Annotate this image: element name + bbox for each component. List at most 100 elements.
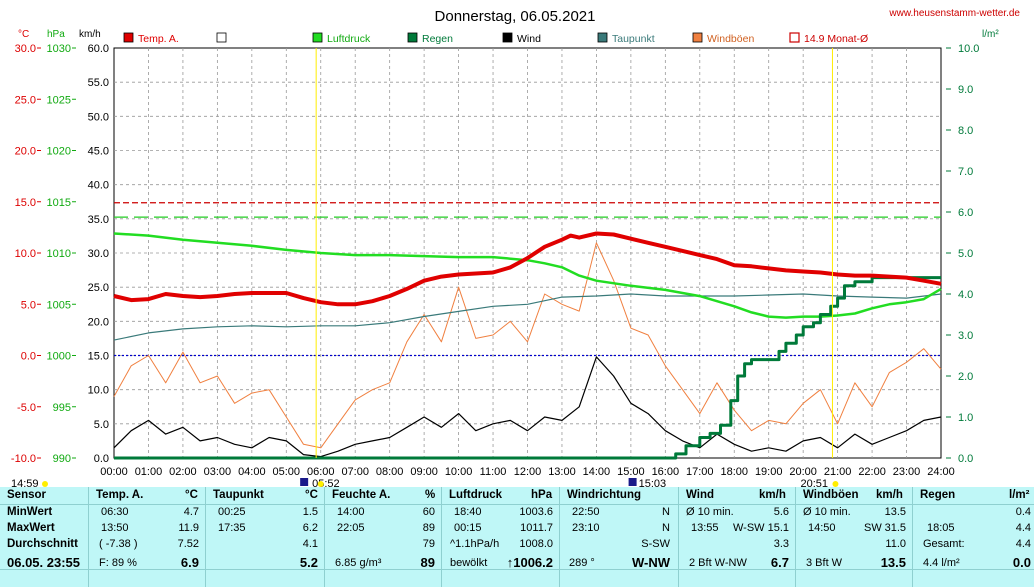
- rain-current: 0.0: [1012, 555, 1031, 570]
- dew-max-time: 17:35: [218, 522, 246, 534]
- col-unit-gust: km/h: [876, 489, 903, 501]
- rain-min: 0.4: [1015, 506, 1031, 518]
- tick-label-pressure: 1020: [47, 146, 71, 158]
- tick-label-temp: 5.0: [21, 299, 36, 311]
- col-unit-dew: °C: [305, 489, 318, 501]
- col-unit-rain: l/m²: [1009, 489, 1030, 501]
- tick-label-temp: 0.0: [21, 351, 36, 363]
- wind-max-time: 13:55: [691, 522, 719, 534]
- series-gusts: [113, 242, 942, 449]
- pressure-column: Luftdruck hPa 18:40 1003.6 00:15 1011.7 …: [441, 487, 560, 587]
- gust-min: 13.5: [884, 506, 906, 518]
- x-tick-label: 22:00: [858, 466, 886, 478]
- tick-label-wind: 40.0: [88, 180, 109, 192]
- x-tick-label: 20:00: [789, 466, 817, 478]
- legend-label: 14.9 Monat-Ø: [804, 33, 868, 45]
- direction-column: Windrichtung 22:50 N 23:10 N S-SW 289 ° …: [559, 487, 679, 587]
- legend-swatch: [123, 32, 134, 43]
- temp-column: Temp. A. °C 06:30 4.7 13:50 11.9 ( -7.38…: [88, 487, 206, 587]
- x-tick-label: 05:00: [273, 466, 301, 478]
- dir-avg: S-SW: [641, 538, 670, 550]
- x-tick-label: 04:00: [238, 466, 266, 478]
- tick-label-rain: 6.0: [958, 207, 973, 219]
- col-title-sensor: Sensor: [7, 489, 46, 501]
- col-unit-temp: °C: [185, 489, 198, 501]
- tick-label-wind: 45.0: [88, 146, 109, 158]
- series-rain: [114, 276, 941, 460]
- col-unit-wind: km/h: [759, 489, 786, 501]
- col-title-rain: Regen: [920, 489, 956, 501]
- sunset-icon: [832, 481, 839, 487]
- gust-current: 13.5: [880, 555, 906, 570]
- chart-series: [113, 231, 942, 460]
- series-dewpoint: [113, 293, 942, 341]
- press-max: 1011.7: [520, 522, 553, 534]
- dew-max: 6.2: [302, 522, 318, 534]
- wind-max-dir: W-SW: [733, 522, 765, 534]
- tick-label-pressure: 1030: [47, 43, 71, 55]
- dir-current: W-NW: [632, 555, 670, 570]
- tick-label-pressure: 1000: [47, 351, 71, 363]
- rain-max: 4.4: [1015, 522, 1031, 534]
- col-title-pressure: Luftdruck: [449, 489, 503, 501]
- temp-min-time: 06:30: [101, 506, 129, 518]
- x-tick-label: 07:00: [341, 466, 369, 478]
- x-tick-label: 10:00: [445, 466, 473, 478]
- summary-panel: Sensor MinWert MaxWert Durchschnitt 06.0…: [0, 487, 1034, 587]
- hum-current: 89: [420, 555, 435, 570]
- wind-column: Wind km/h Ø 10 min. 5.6 13:55 W-SW 15.1 …: [678, 487, 796, 587]
- legend-swatch: [597, 32, 608, 43]
- tick-label-wind: 10.0: [88, 385, 109, 397]
- rain-column: Regen l/m² 0.4 18:05 4.4 Gesamt: 4.4 4.4…: [912, 487, 1034, 587]
- legend-label: Regen: [422, 33, 453, 45]
- legend-label: Windböen: [707, 33, 754, 45]
- tick-label-wind: 0.0: [94, 453, 109, 465]
- x-tick-label: 12:00: [514, 466, 542, 478]
- x-tick-label: 24:00: [927, 466, 955, 478]
- hum-min: 60: [422, 506, 435, 518]
- moon-time: 15:03: [639, 478, 667, 487]
- x-tick-label: 08:00: [376, 466, 404, 478]
- press-foot-note: bewölkt: [450, 557, 488, 569]
- x-tick-label: 06:00: [307, 466, 335, 478]
- x-tick-label: 18:00: [720, 466, 748, 478]
- sunrise-time: 05:52: [312, 478, 340, 487]
- time-markers: 14:59 05:52 15:03 20:51: [11, 48, 839, 487]
- tick-label-rain: 2.0: [958, 371, 973, 383]
- tick-label-rain: 10.0: [958, 43, 979, 55]
- tick-label-wind: 35.0: [88, 214, 109, 226]
- legend-swatch: [692, 32, 703, 43]
- x-tick-label: 02:00: [169, 466, 197, 478]
- press-min: 1003.6: [519, 506, 553, 518]
- unit-kmh: km/h: [79, 29, 101, 40]
- gust-max-dir: SW: [864, 522, 882, 534]
- x-tick-label: 01:00: [135, 466, 163, 478]
- col-title-dew: Taupunkt: [213, 489, 264, 501]
- dir-foot-note: 289 °: [569, 557, 595, 569]
- unit-temp: °C: [18, 29, 29, 40]
- press-current: ↑1006.2: [506, 555, 553, 570]
- x-tick-label: 13:00: [548, 466, 576, 478]
- gust-column: Windböen km/h Ø 10 min. 13.5 14:50 SW 31…: [795, 487, 913, 587]
- sensor-column: Sensor MinWert MaxWert Durchschnitt 06.0…: [0, 487, 88, 587]
- website-link[interactable]: www.heusenstamm-wetter.de: [888, 8, 1020, 19]
- x-tick-label: 23:00: [893, 466, 921, 478]
- x-tick-label: 11:00: [480, 466, 507, 478]
- tick-label-rain: 1.0: [958, 412, 973, 424]
- tick-label-rain: 5.0: [958, 248, 973, 260]
- rain-foot-note: 4.4 l/m²: [923, 557, 960, 569]
- x-tick-label: 03:00: [204, 466, 232, 478]
- legend-swatch: [502, 32, 513, 43]
- tick-label-temp: 20.0: [15, 146, 36, 158]
- rain-total-label: Gesamt:: [923, 538, 965, 550]
- temp-max-time: 13:50: [101, 522, 129, 534]
- sunset-time: 20:51: [800, 478, 828, 487]
- footer-datetime: 06.05. 23:55: [7, 555, 81, 570]
- hum-foot-note: 6.85 g/m³: [335, 557, 382, 569]
- dir-max-time: 23:10: [572, 522, 600, 534]
- tick-label-wind: 60.0: [88, 43, 109, 55]
- tick-label-temp: -5.0: [17, 402, 36, 414]
- dew-avg: 4.1: [302, 538, 318, 550]
- tick-label-wind: 50.0: [88, 111, 109, 123]
- press-avg-note: ^1.1hPa/h: [450, 538, 500, 550]
